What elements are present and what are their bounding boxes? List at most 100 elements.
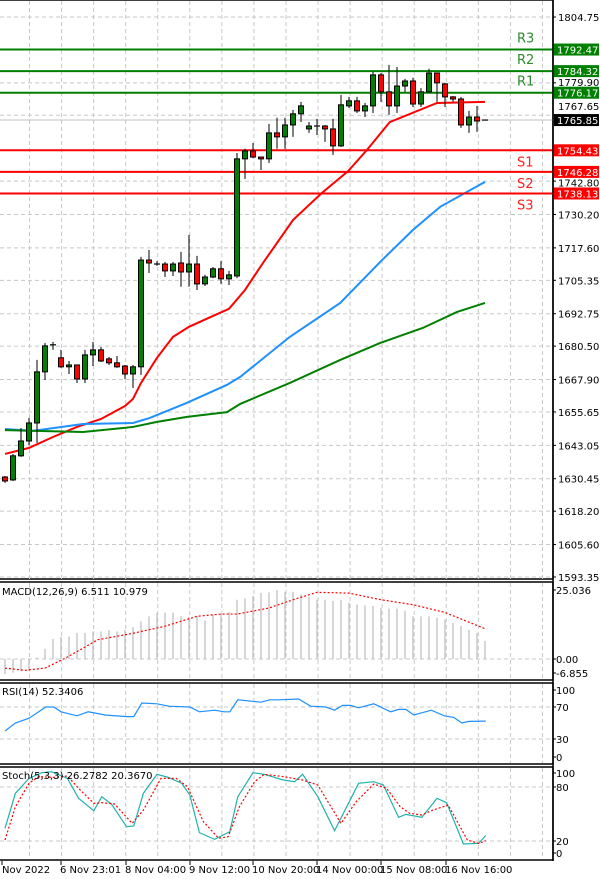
candle[interactable] <box>146 249 152 274</box>
level-price-box-s1 <box>554 144 599 157</box>
candle[interactable] <box>258 156 264 170</box>
indicator-tick-label: 0 <box>556 753 562 764</box>
candle[interactable] <box>306 122 312 133</box>
candle-body <box>386 91 392 107</box>
candle[interactable] <box>66 360 72 374</box>
candle-body <box>106 358 112 364</box>
candle-body <box>186 263 192 273</box>
rsi-plot-area: RSI(14) 52.3406 <box>2 687 486 732</box>
price-tick-label: 1618.20 <box>558 507 599 518</box>
candle[interactable] <box>474 105 480 132</box>
price-tick-label: 1742.80 <box>558 178 599 189</box>
candle-body <box>130 366 136 375</box>
candle[interactable] <box>394 66 400 114</box>
candle[interactable] <box>322 124 328 142</box>
price-tick-label: 1730.20 <box>558 210 599 221</box>
vertical-gridlines <box>29 1 543 859</box>
level-price-label-r2: 1784.32 <box>557 67 598 78</box>
current-price-box <box>554 114 599 127</box>
candle-body <box>354 100 360 112</box>
candle-body <box>370 74 376 107</box>
time-tick-label: Nov 2022 <box>2 865 50 876</box>
candle-body <box>146 259 152 264</box>
candle[interactable] <box>234 153 240 279</box>
time-tick-label: 14 Nov 00:00 <box>316 865 383 876</box>
candle[interactable] <box>314 118 320 136</box>
candle[interactable] <box>194 255 200 290</box>
candle[interactable] <box>178 251 184 287</box>
candle[interactable] <box>202 274 208 287</box>
candle[interactable] <box>346 96 352 108</box>
candle[interactable] <box>370 71 376 114</box>
price-tick-label: 1804.75 <box>558 13 599 24</box>
moving-average-line-3 <box>4 302 486 433</box>
candle[interactable] <box>98 346 104 363</box>
candle[interactable] <box>18 428 24 457</box>
price-plot-area: R3 R2 R1 S1 S2 S3 <box>0 32 553 483</box>
indicator-tick-label: 30 <box>556 735 569 746</box>
indicator-tick-label: 0 <box>556 849 562 860</box>
candle[interactable] <box>210 266 216 279</box>
candle[interactable] <box>298 101 304 123</box>
candle[interactable] <box>250 142 256 159</box>
candle[interactable] <box>58 349 64 368</box>
price-tick-label: 1605.60 <box>558 541 599 552</box>
candle[interactable] <box>170 261 176 276</box>
candle[interactable] <box>330 118 336 155</box>
candle[interactable] <box>138 256 144 376</box>
time-tick-label: 9 Nov 12:00 <box>189 865 250 876</box>
stoch-signal-line <box>4 773 487 844</box>
level-price-box-s2 <box>554 165 599 178</box>
candle[interactable] <box>338 95 344 147</box>
candle[interactable] <box>402 78 408 92</box>
candle-body <box>114 362 120 368</box>
candle[interactable] <box>410 77 416 107</box>
candle[interactable] <box>434 72 440 102</box>
candle[interactable] <box>450 96 456 102</box>
candle[interactable] <box>50 341 56 350</box>
candle-body <box>442 83 448 98</box>
candle[interactable] <box>106 357 112 365</box>
candle[interactable] <box>10 453 16 481</box>
candle[interactable] <box>282 117 288 149</box>
candle[interactable] <box>378 73 384 102</box>
candle-body <box>306 125 312 130</box>
candle[interactable] <box>186 234 192 287</box>
candle[interactable] <box>290 109 296 137</box>
candle[interactable] <box>362 102 368 118</box>
candle-body <box>274 132 280 138</box>
candle-body <box>402 80 408 87</box>
candle[interactable] <box>226 270 232 285</box>
candle[interactable] <box>42 342 48 381</box>
candle[interactable] <box>26 417 32 445</box>
candle[interactable] <box>266 123 272 163</box>
candle[interactable] <box>82 349 88 383</box>
level-price-box-s3 <box>554 187 599 200</box>
candle[interactable] <box>466 110 472 133</box>
candle[interactable] <box>418 88 424 107</box>
candle[interactable] <box>386 64 392 115</box>
candle-body <box>26 422 32 442</box>
candle[interactable] <box>274 117 280 149</box>
indicator-tick-label: 25.036 <box>556 586 591 597</box>
candle[interactable] <box>242 148 248 179</box>
candle-body <box>74 364 80 380</box>
candle[interactable] <box>2 475 8 483</box>
candle[interactable] <box>154 261 160 266</box>
level-name-r2: R2 <box>517 53 534 68</box>
candle[interactable] <box>122 364 128 379</box>
candle[interactable] <box>442 82 448 107</box>
candle[interactable] <box>354 96 360 114</box>
candle[interactable] <box>90 341 96 367</box>
candle[interactable] <box>218 261 224 284</box>
candle[interactable] <box>162 261 168 278</box>
candle[interactable] <box>130 364 136 388</box>
candle[interactable] <box>458 96 464 128</box>
candle[interactable] <box>114 355 120 368</box>
candle[interactable] <box>426 68 432 93</box>
candle-body <box>298 105 304 115</box>
candle[interactable] <box>34 359 40 443</box>
candle[interactable] <box>74 364 80 383</box>
time-tick-label: 6 Nov 23:01 <box>60 865 121 876</box>
